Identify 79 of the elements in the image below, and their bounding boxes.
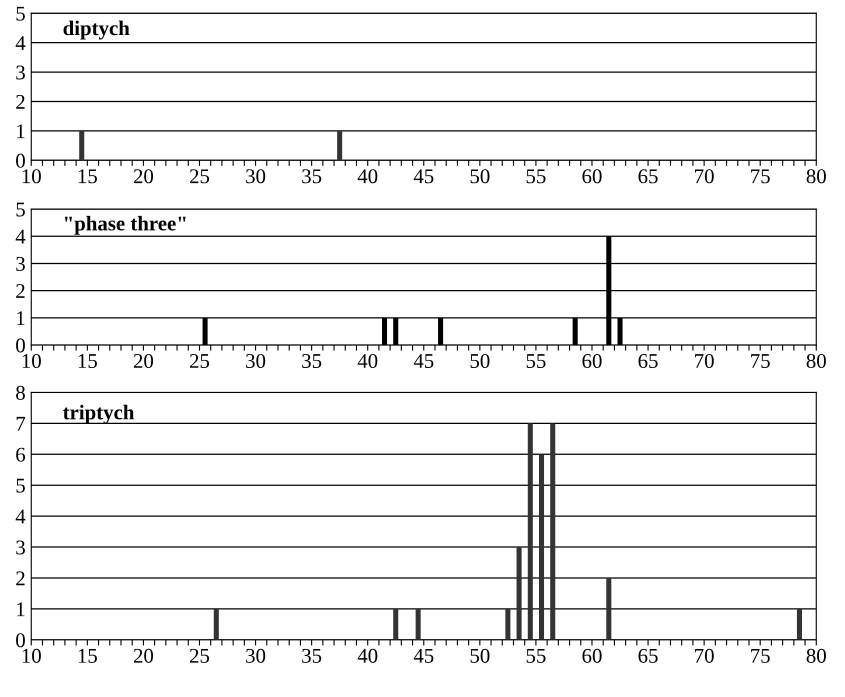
x-tick-label: 75 <box>751 354 770 368</box>
y-tick-label: 0 <box>16 154 25 168</box>
y-tick-label: 8 <box>16 386 25 400</box>
bar <box>606 578 612 640</box>
x-tick-label: 15 <box>78 354 97 368</box>
x-tick-label: 50 <box>470 169 490 184</box>
y-tick-label: 5 <box>16 202 25 217</box>
y-tick-label: 5 <box>16 478 25 493</box>
x-tick-label: 60 <box>582 354 602 368</box>
x-tick-label: 30 <box>246 354 266 368</box>
y-tick-label: 1 <box>17 311 24 326</box>
y-tick-label: 7 <box>16 416 26 431</box>
bar <box>214 608 219 640</box>
y-tick-label: 4 <box>16 510 26 524</box>
x-tick-label: 20 <box>134 169 154 184</box>
x-tick-label: 15 <box>78 648 97 663</box>
x-tick-label: 75 <box>751 648 770 663</box>
y-tick-label: 3 <box>16 540 25 554</box>
y-tick-label: 0 <box>16 633 25 648</box>
x-tick-label: 35 <box>302 169 322 184</box>
y-tick-label: 6 <box>16 448 26 462</box>
y-tick-label: 1 <box>17 602 24 616</box>
x-tick-label: 10 <box>22 648 41 663</box>
bar <box>550 423 556 640</box>
x-tick-label: 45 <box>414 648 434 663</box>
x-tick-label: 55 <box>526 648 546 663</box>
bar <box>416 608 421 640</box>
x-tick-label: 80 <box>806 648 826 663</box>
x-tick-label: 70 <box>695 648 714 663</box>
y-tick-label: 0 <box>16 338 25 352</box>
y-tick-label: 2 <box>16 284 25 298</box>
bar <box>505 608 510 640</box>
chart-title: "phase three" <box>64 216 186 235</box>
x-tick-label: 10 <box>22 169 41 184</box>
x-tick-label: 10 <box>22 354 41 368</box>
x-tick-label: 30 <box>246 169 266 184</box>
x-tick-label: 15 <box>78 169 97 184</box>
x-tick-label: 55 <box>526 354 546 368</box>
x-tick-label: 80 <box>806 354 826 368</box>
y-tick-label: 4 <box>16 230 26 244</box>
chart-title: diptych <box>64 20 130 40</box>
y-tick-label: 3 <box>16 66 25 80</box>
y-tick-label: 3 <box>16 256 25 271</box>
y-tick-label: 1 <box>17 124 24 138</box>
x-tick-label: 60 <box>582 169 602 184</box>
x-tick-label: 65 <box>638 354 658 368</box>
y-tick-label: 4 <box>16 36 26 50</box>
x-tick-label: 45 <box>414 169 434 184</box>
y-tick-label: 2 <box>16 571 25 586</box>
x-tick-label: 20 <box>134 648 154 663</box>
x-tick-label: 45 <box>414 354 434 368</box>
x-tick-label: 20 <box>134 354 154 368</box>
bar <box>516 547 522 640</box>
x-tick-label: 55 <box>526 169 546 184</box>
bar <box>393 608 398 640</box>
x-tick-label: 35 <box>302 354 322 368</box>
x-tick-label: 70 <box>695 169 714 184</box>
bar <box>538 454 544 640</box>
x-tick-label: 60 <box>582 648 602 663</box>
x-tick-label: 40 <box>358 169 378 184</box>
y-tick-label: 2 <box>16 94 25 109</box>
x-tick-label: 30 <box>246 648 266 663</box>
x-tick-label: 80 <box>806 169 826 184</box>
x-tick-label: 35 <box>302 648 322 663</box>
y-tick-label: 5 <box>16 6 25 21</box>
x-tick-label: 25 <box>190 648 210 663</box>
x-tick-label: 40 <box>358 354 378 368</box>
x-tick-label: 50 <box>470 648 490 663</box>
x-tick-label: 65 <box>638 648 658 663</box>
x-tick-label: 25 <box>190 169 210 184</box>
x-tick-label: 70 <box>695 354 714 368</box>
text: triptych <box>63 404 134 424</box>
x-tick-label: 65 <box>638 169 658 184</box>
x-tick-label: 50 <box>470 354 490 368</box>
bar <box>528 423 533 640</box>
x-tick-label: 40 <box>358 648 378 663</box>
x-tick-label: 75 <box>751 169 770 184</box>
x-tick-label: 25 <box>190 354 210 368</box>
bar <box>796 608 802 640</box>
